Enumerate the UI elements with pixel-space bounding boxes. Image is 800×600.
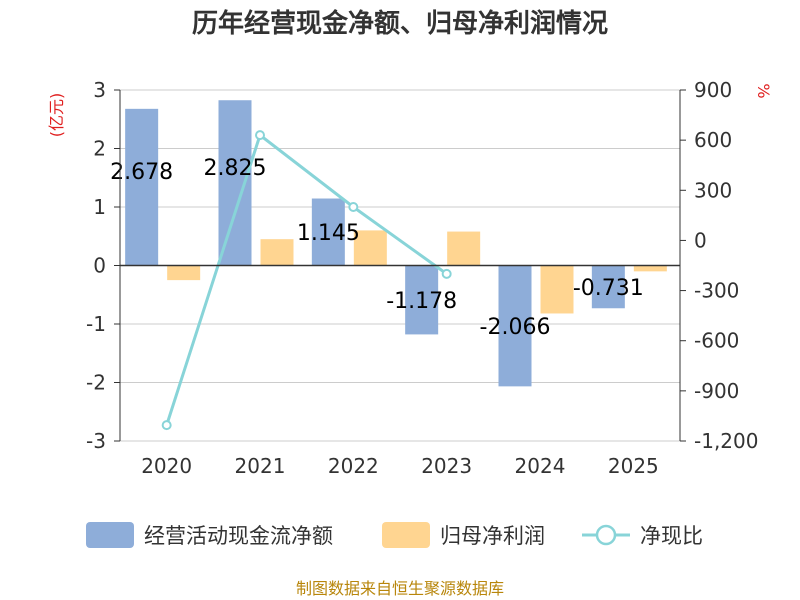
data-label: 1.145	[297, 221, 360, 246]
left-tick-label: 3	[93, 78, 106, 102]
data-label: 2.678	[110, 160, 173, 185]
bar-net-profit	[260, 239, 294, 266]
x-tick-label: 2021	[235, 454, 286, 478]
x-tick-label: 2024	[515, 454, 566, 478]
legend-label-net-profit: 归母净利润	[440, 524, 545, 548]
right-axis-unit: %	[754, 83, 773, 98]
x-tick-label: 2023	[421, 454, 472, 478]
x-tick-label: 2020	[141, 454, 192, 478]
right-tick-label: 0	[694, 228, 707, 252]
right-tick-label: -300	[694, 279, 739, 303]
right-tick-label: 300	[694, 178, 732, 202]
bar-net-profit	[167, 265, 201, 281]
source-note: 制图数据来自恒生聚源数据库	[296, 579, 504, 598]
legend-label-cashflow: 经营活动现金流净额	[144, 524, 333, 548]
line-point	[441, 268, 452, 279]
data-label: -2.066	[480, 315, 551, 340]
bar-net-profit	[447, 231, 481, 266]
left-tick-label: 2	[93, 137, 106, 161]
line-point	[161, 420, 172, 431]
chart-title: 历年经营现金净额、归母净利润情况	[192, 8, 608, 39]
axes: 3 2 1 0 -1 -2 -3 900 600 300 0 -300 -600 -900 -1,200 20…	[86, 78, 758, 478]
data-label: -0.731	[573, 276, 644, 301]
bar-net-profit	[633, 265, 667, 272]
right-tick-label: -1,200	[694, 429, 758, 453]
bar-net-profit	[540, 265, 574, 314]
x-tick-label: 2025	[608, 454, 659, 478]
line-point	[348, 202, 359, 212]
bar-cashflow	[311, 198, 345, 266]
data-labels: 2.678 2.825 1.145 -1.178 -2.066 -0.731	[110, 156, 644, 340]
line-net-cash-ratio	[165, 132, 448, 426]
legend-swatch-net-profit	[382, 522, 430, 548]
line-series	[161, 130, 452, 431]
bar-cashflow	[498, 265, 532, 387]
legend-marker-net-cash-ratio	[595, 524, 617, 546]
bar-net-profit	[353, 230, 387, 266]
legend-label-net-cash-ratio: 净现比	[640, 524, 703, 548]
bar-cashflow	[591, 265, 625, 309]
data-label: 2.825	[204, 156, 267, 181]
right-tick-label: -600	[694, 329, 739, 353]
right-tick-label: 600	[694, 128, 732, 152]
x-tick-label: 2022	[328, 454, 379, 478]
left-axis-unit: (亿元)	[47, 93, 66, 138]
left-tick-label: -3	[86, 429, 106, 453]
right-tick-label: -900	[694, 379, 739, 403]
legend-swatch-cashflow	[86, 522, 134, 548]
line-point	[255, 130, 265, 141]
legend: 经营活动现金流净额 归母净利润 净现比	[86, 522, 703, 548]
left-tick-label: 0	[93, 254, 106, 278]
right-tick-label: 900	[694, 78, 732, 102]
bars	[125, 100, 667, 387]
data-label: -1.178	[386, 289, 457, 314]
bar-cashflow	[125, 108, 159, 266]
left-tick-label: -2	[86, 371, 106, 395]
left-tick-label: 1	[93, 195, 106, 219]
bar-cashflow	[218, 100, 252, 266]
bar-cashflow	[405, 265, 439, 335]
left-tick-label: -1	[86, 312, 106, 336]
